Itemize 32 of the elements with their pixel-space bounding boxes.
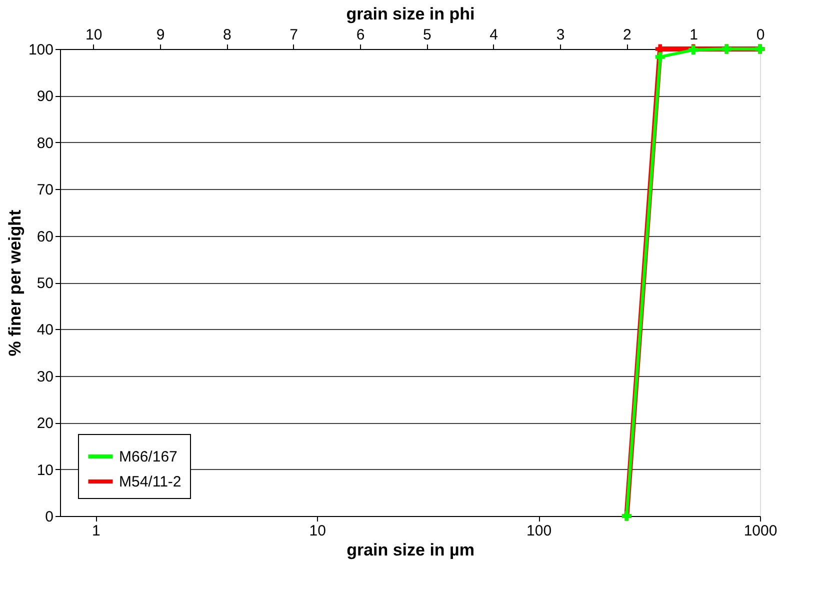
x2-tick-label: 7: [290, 26, 298, 44]
y-tick-label: 100: [28, 42, 54, 58]
x2-axis-title: grain size in phi: [346, 4, 475, 24]
x2-tick-label: 6: [356, 26, 365, 44]
x2-tick-label: 4: [490, 26, 498, 44]
x-tick-label: 1: [92, 522, 100, 540]
legend-label: M66/167: [119, 448, 178, 466]
legend-label: M54/11-2: [119, 474, 182, 490]
x2-tick-label: 0: [756, 26, 765, 44]
y-tick-label: 20: [36, 415, 54, 432]
x-tick-label: 1000: [744, 522, 778, 540]
point: [655, 52, 665, 62]
y-tick-label: 10: [36, 462, 54, 479]
y-tick-label: 50: [36, 275, 54, 292]
x2-tick-label: 5: [422, 26, 432, 44]
x2-tick-label: 1: [690, 26, 698, 44]
x-axis-title: grain size in µm: [346, 540, 474, 560]
y-tick-label: 80: [36, 134, 54, 152]
x2-tick-label: 2: [622, 26, 632, 44]
x2-tick-label: 8: [222, 26, 232, 44]
x2-tick-label: 10: [85, 26, 102, 44]
x-tick-label: 100: [526, 522, 552, 540]
y-tick-label: 40: [36, 322, 54, 339]
x2-tick-label: 9: [156, 26, 165, 44]
y-tick-label: 30: [36, 368, 54, 386]
y-tick-label: 60: [36, 228, 54, 246]
y-tick-label: 70: [36, 182, 54, 199]
y-tick-label: 0: [45, 508, 54, 526]
y-axis-title: % finer per weight: [5, 209, 24, 356]
y-tick-label: 90: [36, 88, 54, 106]
x-tick-label: 10: [309, 522, 326, 540]
x2-tick-label: 3: [556, 26, 565, 44]
